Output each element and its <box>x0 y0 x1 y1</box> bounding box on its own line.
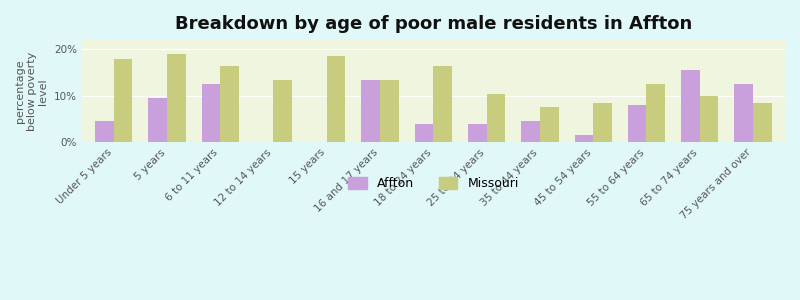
Bar <box>380 80 398 142</box>
Bar <box>522 122 540 142</box>
Bar <box>326 56 346 142</box>
Bar <box>753 103 772 142</box>
Bar <box>274 80 292 142</box>
Title: Breakdown by age of poor male residents in Affton: Breakdown by age of poor male residents … <box>174 15 692 33</box>
Bar <box>434 66 452 142</box>
Bar <box>148 98 167 142</box>
Bar <box>574 135 593 142</box>
Bar <box>646 84 665 142</box>
Bar <box>95 122 114 142</box>
Y-axis label: percentage
below poverty
level: percentage below poverty level <box>15 52 48 131</box>
Bar <box>540 107 558 142</box>
Bar <box>362 80 380 142</box>
Bar <box>468 124 486 142</box>
Bar <box>486 94 506 142</box>
Bar <box>202 84 220 142</box>
Bar <box>700 96 718 142</box>
Bar <box>593 103 612 142</box>
Bar <box>734 84 753 142</box>
Bar <box>114 59 132 142</box>
Bar <box>681 70 700 142</box>
Legend: Affton, Missouri: Affton, Missouri <box>343 172 524 195</box>
Bar <box>220 66 239 142</box>
Bar <box>414 124 434 142</box>
Bar <box>628 105 646 142</box>
Bar <box>167 54 186 142</box>
